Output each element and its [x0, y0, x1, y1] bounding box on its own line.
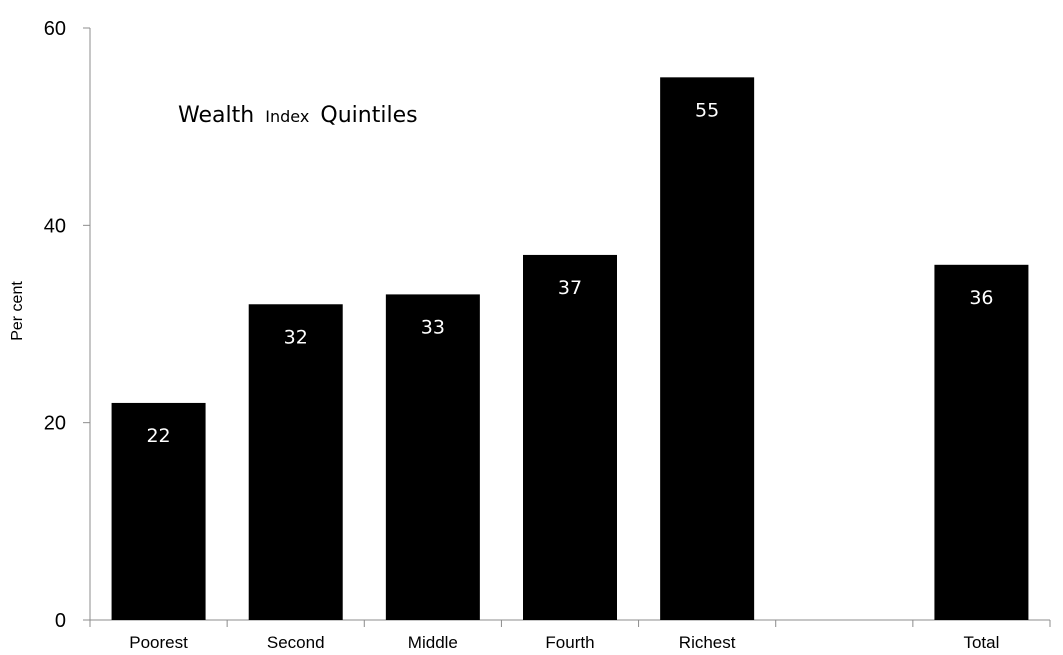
x-tick-label-richest: Richest [679, 633, 736, 652]
bars [111, 77, 1029, 621]
x-tick-label-fourth: Fourth [545, 633, 594, 652]
data-label-total: 36 [969, 287, 993, 309]
data-label-second: 32 [284, 326, 308, 348]
annotation-word-1: Wealth [178, 103, 254, 128]
chart-annotation: Wealth Index Quintiles [178, 103, 418, 128]
x-tick-label-second: Second [267, 633, 325, 652]
bar-middle [385, 294, 480, 620]
x-tick-label-poorest: Poorest [129, 633, 188, 652]
y-tick-label-20: 20 [44, 413, 66, 435]
bar-total [934, 264, 1029, 620]
annotation-word-2: Index [265, 107, 309, 126]
labels: 0 20 40 60 22 Poorest 32 Second 33 Middle 37 Fourth… [44, 18, 1000, 652]
bar-poorest [111, 402, 206, 620]
y-tick-label-40: 40 [44, 215, 66, 237]
x-tick-label-middle: Middle [408, 633, 458, 652]
data-label-middle: 33 [421, 316, 445, 338]
bar-richest [660, 77, 755, 621]
bar-second [248, 304, 343, 620]
x-tick-label-total: Total [963, 633, 999, 652]
bar-fourth [523, 254, 617, 620]
data-label-poorest: 22 [146, 425, 170, 447]
y-axis-label: Per cent [9, 281, 26, 341]
data-label-fourth: 37 [558, 277, 582, 299]
data-label-richest: 55 [695, 99, 719, 121]
y-tick-label-0: 0 [55, 610, 66, 632]
y-tick-label-60: 60 [44, 18, 66, 40]
annotation-word-3: Quintiles [320, 103, 417, 128]
